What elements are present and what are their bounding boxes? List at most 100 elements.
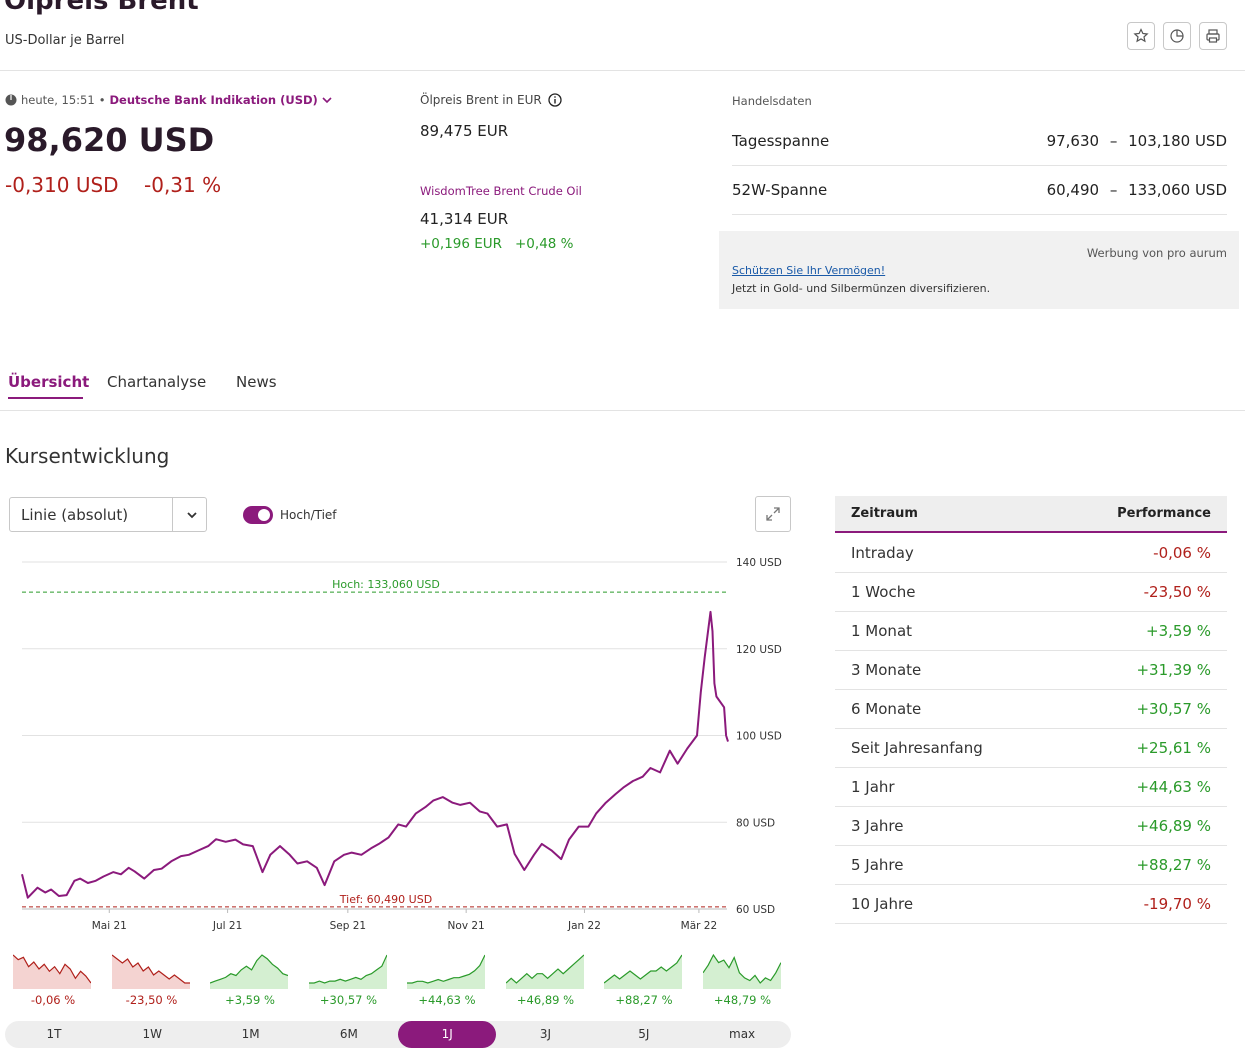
hoch-tief-toggle[interactable] [243,506,273,524]
mini-chart-label: -0,06 % [30,993,76,1007]
performance-value: +25,61 % [1136,739,1211,757]
mini-chart-label: -23,50 % [125,993,178,1007]
mini-line [604,954,682,984]
tagesspanne-dash: – [1109,132,1118,150]
hoch-tief-label: Hoch/Tief [280,508,337,522]
52w-spanne-label: 52W-Spanne [732,181,828,199]
mini-chart[interactable] [308,951,387,989]
period-5j[interactable]: 5J [638,1027,650,1041]
tagesspanne-value: 97,630 – 103,180 USD [1047,132,1227,150]
52w-spanne-row: 52W-Spanne 60,490 – 133,060 USD [732,166,1227,215]
etf-change-absolute: +0,196 EUR [420,236,503,252]
performance-row: Intraday -0,06 % [835,534,1227,573]
mini-chart[interactable] [702,951,781,989]
tab-news[interactable]: News [236,373,277,391]
low-label: Tief: 60,490 USD [339,893,432,906]
52w-spanne-dash: – [1109,181,1118,199]
star-icon [1133,28,1149,43]
performance-value: +44,63 % [1136,778,1211,796]
mini-chart[interactable] [111,951,190,989]
etf-change-percent: +0,48 % [515,236,574,252]
mini-line [210,954,288,984]
performance-row: 1 Woche -23,50 % [835,573,1227,612]
fullscreen-button[interactable] [755,496,791,532]
mini-area [210,955,288,989]
performance-row: 1 Monat +3,59 % [835,612,1227,651]
quote-time: heute, 15:51 [21,93,95,107]
performance-period: 1 Monat [851,622,913,640]
performance-row: Seit Jahresanfang +25,61 % [835,729,1227,768]
performance-value: +30,57 % [1136,700,1211,718]
active-tab-indicator [8,397,83,399]
y-tick-label: 100 USD [736,731,782,743]
mini-chart[interactable] [210,951,288,989]
performance-period: 3 Monate [851,661,922,679]
eur-value: 89,475 EUR [420,122,509,140]
performance-period: 6 Monate [851,700,922,718]
mini-line [13,954,91,984]
x-tick-label: Mär 22 [681,920,718,932]
chart-type-select[interactable]: Linie (absolut) [9,497,207,532]
performance-period: 10 Jahre [851,895,914,913]
ad-box: Werbung von pro aurum Schützen Sie Ihr V… [719,231,1239,309]
ad-link[interactable]: Schützen Sie Ihr Vermögen! [732,264,886,277]
mini-area [702,955,781,989]
price-line [21,610,729,899]
period-max[interactable]: max [729,1027,756,1041]
tagesspanne-high: 103,180 USD [1128,132,1227,150]
mini-area [407,955,485,989]
tab-chartanalyse[interactable]: Chartanalyse [107,373,207,391]
period-1w[interactable]: 1W [142,1027,163,1041]
header-performance: Performance [1117,506,1211,521]
eur-label-row: Ölpreis Brent in EUR [420,93,562,107]
price-chart[interactable]: 140 USD 120 USD 100 USD 80 USD 60 USD Mai 21 J… [0,540,800,940]
etf-value: 41,314 EUR [420,210,509,228]
chart-type-value: Linie (absolut) [21,505,129,524]
tagesspanne-low: 97,630 [1046,132,1100,150]
y-tick-label: 140 USD [736,557,782,569]
print-button[interactable] [1199,22,1227,50]
high-label: Hoch: 133,060 USD [332,578,440,591]
mini-chart[interactable] [13,951,91,989]
52w-spanne-value: 60,490 – 133,060 USD [1047,181,1227,199]
period-selector: 1T 1W 1M 6M 1J 3J 5J max [5,1021,791,1048]
period-6m[interactable]: 6M [339,1027,358,1041]
performance-period: 3 Jahre [851,817,904,835]
chevron-down-icon[interactable] [322,96,332,104]
toggle-knob [258,509,270,521]
performance-period: Intraday [851,544,914,562]
portfolio-button[interactable] [1163,22,1191,50]
x-tick-label: Nov 21 [448,920,485,932]
section-title: Kursentwicklung [5,444,170,468]
performance-value: +31,39 % [1136,661,1211,679]
pie-chart-icon [1170,29,1184,43]
x-tick-label: Jan 22 [567,920,601,932]
current-price: 98,620 USD [4,121,215,159]
period-1m[interactable]: 1M [241,1027,260,1041]
x-tick-label: Jul 21 [212,920,242,932]
exchange-selector[interactable]: Deutsche Bank Indikation (USD) [109,93,318,107]
eur-label: Ölpreis Brent in EUR [420,93,542,107]
y-tick-label: 80 USD [736,817,775,829]
mini-chart-label: +48,79 % [713,993,772,1007]
tabs-divider [0,410,1245,411]
period-1j[interactable]: 1J [398,1021,497,1048]
watchlist-button[interactable] [1127,22,1155,50]
tab-uebersicht[interactable]: Übersicht [8,373,90,391]
y-tick-label: 60 USD [736,904,775,916]
period-1t[interactable]: 1T [46,1027,62,1041]
performance-value: -0,06 % [1153,544,1211,562]
y-tick-label: 120 USD [736,644,782,656]
performance-row: 10 Jahre -19,70 % [835,885,1227,924]
etf-link[interactable]: WisdomTree Brent Crude Oil [420,184,582,198]
change-percent: -0,31 % [144,173,222,197]
mini-chart-label: +3,59 % [225,993,275,1007]
performance-row: 3 Jahre +46,89 % [835,807,1227,846]
mini-line [111,954,190,984]
info-icon[interactable] [548,93,562,107]
mini-chart[interactable] [505,951,584,989]
mini-chart[interactable] [407,951,485,989]
period-3j[interactable]: 3J [539,1027,552,1041]
mini-chart-label: +44,63 % [418,993,476,1007]
mini-chart[interactable] [604,951,682,989]
